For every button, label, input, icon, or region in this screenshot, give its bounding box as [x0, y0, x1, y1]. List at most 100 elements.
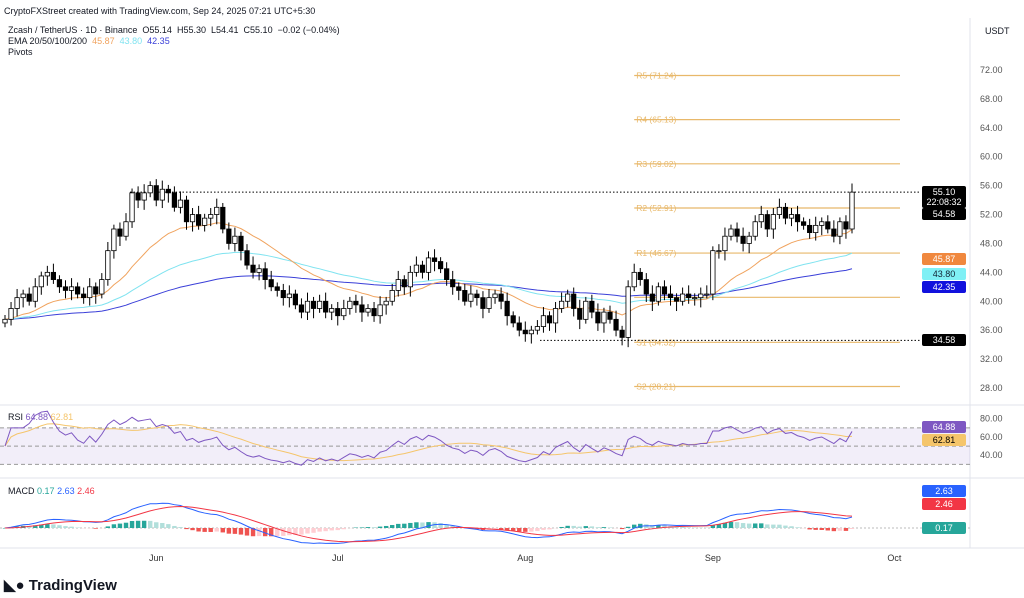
macd-hist-bar [148, 520, 153, 528]
macd-hist-bar [632, 524, 637, 528]
legend-pivots[interactable]: Pivots [8, 47, 33, 57]
time-tick: Jun [149, 553, 164, 563]
candle-body [202, 217, 208, 226]
candle-body [244, 250, 250, 266]
macd-hist-bar [753, 523, 758, 528]
macd-hist-bar [57, 525, 62, 528]
macd-hist-bar [825, 528, 830, 531]
candle-body [734, 228, 740, 237]
candle-body [740, 235, 746, 244]
candle-body [583, 300, 589, 320]
candle-body [395, 279, 401, 291]
macd-hist-bar [517, 528, 522, 532]
candle-body [226, 228, 232, 244]
candle-body [462, 290, 468, 302]
candle-body [111, 228, 117, 252]
candle-body [359, 304, 365, 313]
macd-hist-bar [129, 520, 135, 528]
macd-hist-bar [329, 528, 334, 531]
macd-hist-bar [184, 528, 189, 530]
ema20-badge: 45.87 [922, 253, 966, 265]
macd-hist-bar [105, 526, 111, 528]
symbol[interactable]: Zcash / TetherUS · 1D · Binance [8, 25, 138, 35]
price-tick: 48.00 [980, 238, 1003, 248]
macd-hist-bar [849, 528, 855, 529]
macd-hist-bar [202, 528, 207, 532]
candle-body [14, 297, 20, 309]
high: H55.30 [176, 25, 206, 35]
candle-body [534, 326, 541, 331]
change: −0.02 (−0.04%) [277, 25, 340, 35]
macd-hist-bar [281, 528, 286, 536]
macd-hist-bar [226, 528, 232, 534]
macd-hist-bar [831, 528, 837, 532]
candle-body [613, 318, 619, 331]
candle-body [129, 192, 135, 223]
candle-body [401, 279, 407, 288]
macd-hist-bar [232, 528, 238, 534]
candle-body [680, 293, 686, 302]
currency-label[interactable]: USDT [985, 26, 1010, 36]
price-tick: 36.00 [980, 325, 1003, 335]
candle-body [347, 300, 353, 309]
macd-hist-bar [154, 522, 159, 528]
candle-body [607, 311, 613, 320]
rsi-badge: 64.88 [922, 421, 966, 433]
candle-body [147, 185, 153, 194]
candle-body [292, 293, 299, 306]
candle-body [746, 235, 752, 244]
legend-main: Zcash / TetherUS · 1D · Binance O55.14 H… [8, 25, 340, 35]
candle-body [286, 293, 292, 299]
candle-body [552, 308, 559, 324]
macd-hist-bar [135, 520, 141, 528]
candle-body [341, 308, 347, 317]
candle-body [256, 268, 262, 273]
ema50-line [4, 251, 853, 320]
candle-body [522, 329, 528, 335]
candle-body [93, 286, 99, 295]
candle-body [643, 279, 649, 295]
macd-hist-bar [656, 525, 661, 528]
macd-hist-bar [583, 526, 588, 528]
candle-body [801, 221, 807, 226]
candle-body [365, 308, 371, 313]
macd-hist-bar [141, 520, 147, 528]
candle-body [329, 308, 335, 313]
macd-hist-bar [740, 523, 746, 528]
macd-hist-bar [256, 528, 262, 537]
candle-body [407, 271, 413, 288]
macd-value: 2.63 [57, 486, 75, 496]
candle-body [50, 271, 57, 280]
macd-hist-value: 0.17 [37, 486, 55, 496]
legend-ema[interactable]: EMA 20/50/100/200 45.87 43.80 42.35 [8, 36, 170, 46]
macd-hist-bar [504, 528, 510, 531]
rsi-tick: 60.00 [980, 432, 1003, 442]
macd-hist-bar [287, 528, 292, 536]
macd-hist-bar [734, 522, 740, 528]
macd-hist-bar [722, 522, 728, 528]
candle-body [637, 271, 643, 280]
macd-hist-bar [716, 524, 722, 528]
macd-hist-bar [492, 528, 498, 530]
candle-body [81, 293, 87, 299]
macd-hist-bar [39, 524, 44, 528]
candle-body [492, 293, 498, 299]
macd-hist-bar [323, 528, 328, 532]
macd-legend: MACD 0.17 2.63 2.46 [8, 486, 95, 496]
candle-body [619, 329, 625, 338]
candle-body [383, 300, 389, 306]
candle-body [87, 286, 93, 299]
macd-hist-bar [511, 528, 516, 531]
price-tick: 60.00 [980, 152, 1003, 162]
price-tick: 64.00 [980, 123, 1003, 133]
candle-body [450, 279, 456, 288]
candle-body [298, 304, 305, 313]
candle-body [667, 293, 674, 299]
signal-line [4, 505, 853, 543]
macd-hist-bar [335, 528, 340, 531]
macd-hist-bar [819, 528, 824, 530]
macd-hist-bar [771, 524, 776, 528]
time-tick: Oct [887, 553, 902, 563]
ema20-value: 45.87 [92, 36, 115, 46]
